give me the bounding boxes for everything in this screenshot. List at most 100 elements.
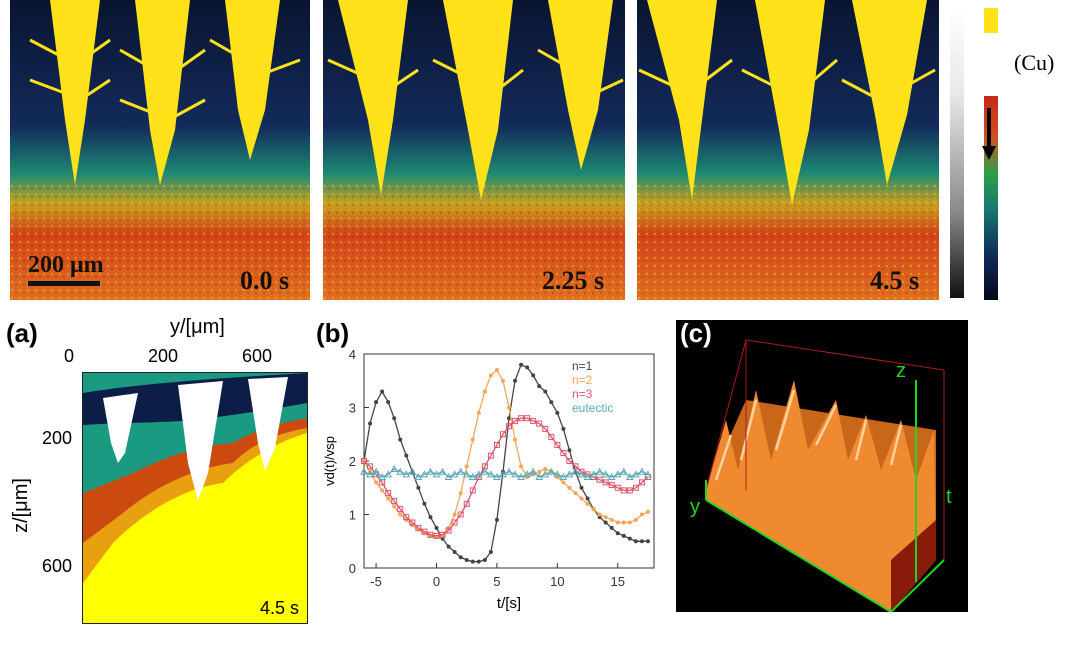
data-point: [547, 467, 556, 475]
micrograph-image: [323, 0, 625, 300]
y-tick-label: 1: [349, 508, 356, 523]
data-point: [644, 470, 652, 478]
data-point: [390, 464, 399, 473]
x-tick-label: -5: [370, 574, 382, 589]
axis-t-label: t: [946, 486, 952, 508]
data-point: [367, 463, 374, 470]
panel-a-image: [82, 372, 308, 624]
data-point: [555, 410, 560, 415]
data-point: [639, 539, 644, 544]
data-point: [482, 557, 487, 562]
data-point: [404, 453, 409, 458]
data-point: [457, 511, 464, 518]
data-point: [464, 557, 469, 562]
data-point: [380, 389, 385, 394]
data-point: [451, 519, 458, 526]
data-point: [468, 473, 477, 481]
data-point: [499, 431, 506, 438]
data-point: [583, 473, 592, 481]
series-line: [363, 368, 649, 538]
legend-entry: eutectic: [572, 401, 613, 415]
scale-bar-label: 200 μm: [28, 252, 104, 278]
data-point: [566, 458, 573, 464]
panel-a-xtick: 0: [64, 346, 75, 366]
data-point: [511, 470, 519, 478]
data-point: [518, 415, 525, 422]
data-point: [428, 515, 433, 520]
data-point: [608, 482, 615, 489]
data-point: [602, 479, 609, 486]
data-point: [632, 470, 640, 478]
arrow-down-icon: [987, 108, 991, 148]
data-point: [386, 400, 391, 405]
data-point: [452, 512, 457, 517]
data-point: [542, 425, 549, 432]
segmented-field: [83, 373, 307, 623]
data-point: [537, 384, 542, 389]
data-point: [397, 506, 404, 513]
data-point: [595, 467, 604, 475]
data-point: [391, 498, 398, 505]
data-point: [597, 512, 602, 517]
panel-a-xlabel: y/[μm]: [170, 316, 225, 338]
data-point: [585, 501, 590, 506]
data-point: [378, 473, 386, 481]
data-point: [620, 487, 627, 494]
data-point: [619, 467, 628, 475]
data-point: [450, 470, 459, 478]
data-point: [427, 531, 434, 538]
data-point: [408, 467, 417, 475]
data-point: [458, 491, 463, 496]
plot-frame: [363, 353, 655, 569]
data-point: [573, 491, 578, 496]
data-point: [507, 405, 511, 410]
y-tick-label: 3: [349, 401, 356, 416]
data-point: [530, 417, 537, 424]
data-point: [493, 473, 501, 481]
frame-1-time: 0.0 s: [240, 266, 290, 295]
x-tick-label: 5: [493, 574, 500, 589]
data-point: [482, 389, 487, 394]
frame-2-time: 2.25 s: [542, 266, 605, 295]
data-point: [519, 464, 524, 469]
y-tick-label: 0: [349, 561, 356, 576]
axis-y-label: y: [690, 496, 700, 518]
panel-a-xtick: 200: [148, 346, 179, 366]
data-point: [368, 421, 373, 426]
axis-z-label: z: [896, 360, 906, 382]
y-tick-label: 4: [349, 347, 356, 362]
data-point: [396, 467, 405, 475]
panel-a-ytick: 200: [42, 428, 73, 448]
data-point: [403, 514, 410, 521]
legend-entry: n=1: [572, 359, 593, 373]
data-point: [384, 470, 393, 478]
data-point: [517, 473, 525, 481]
panel-a-ytick: 600: [42, 556, 73, 576]
data-point: [480, 467, 489, 475]
data-point: [625, 473, 634, 481]
data-point: [456, 467, 465, 475]
data-point: [500, 378, 505, 383]
y-tick-label: 2: [349, 454, 356, 469]
surface-3d: [705, 339, 945, 612]
data-point: [519, 362, 524, 367]
data-point: [633, 517, 638, 522]
data-point: [426, 467, 435, 475]
data-point: [366, 470, 374, 478]
data-point: [392, 416, 397, 421]
data-point: [488, 549, 493, 554]
micrograph-image: [637, 0, 939, 300]
data-point: [494, 517, 499, 522]
data-point: [627, 520, 632, 525]
data-point: [589, 470, 598, 478]
data-point: [464, 464, 469, 469]
data-point: [374, 400, 379, 405]
data-point: [536, 420, 543, 427]
data-point: [543, 467, 548, 472]
data-point: [463, 500, 470, 507]
data-point: [560, 449, 567, 456]
data-point: [488, 373, 493, 378]
legend-entry: n=3: [572, 387, 593, 401]
data-point: [607, 473, 616, 481]
data-point: [512, 417, 519, 424]
